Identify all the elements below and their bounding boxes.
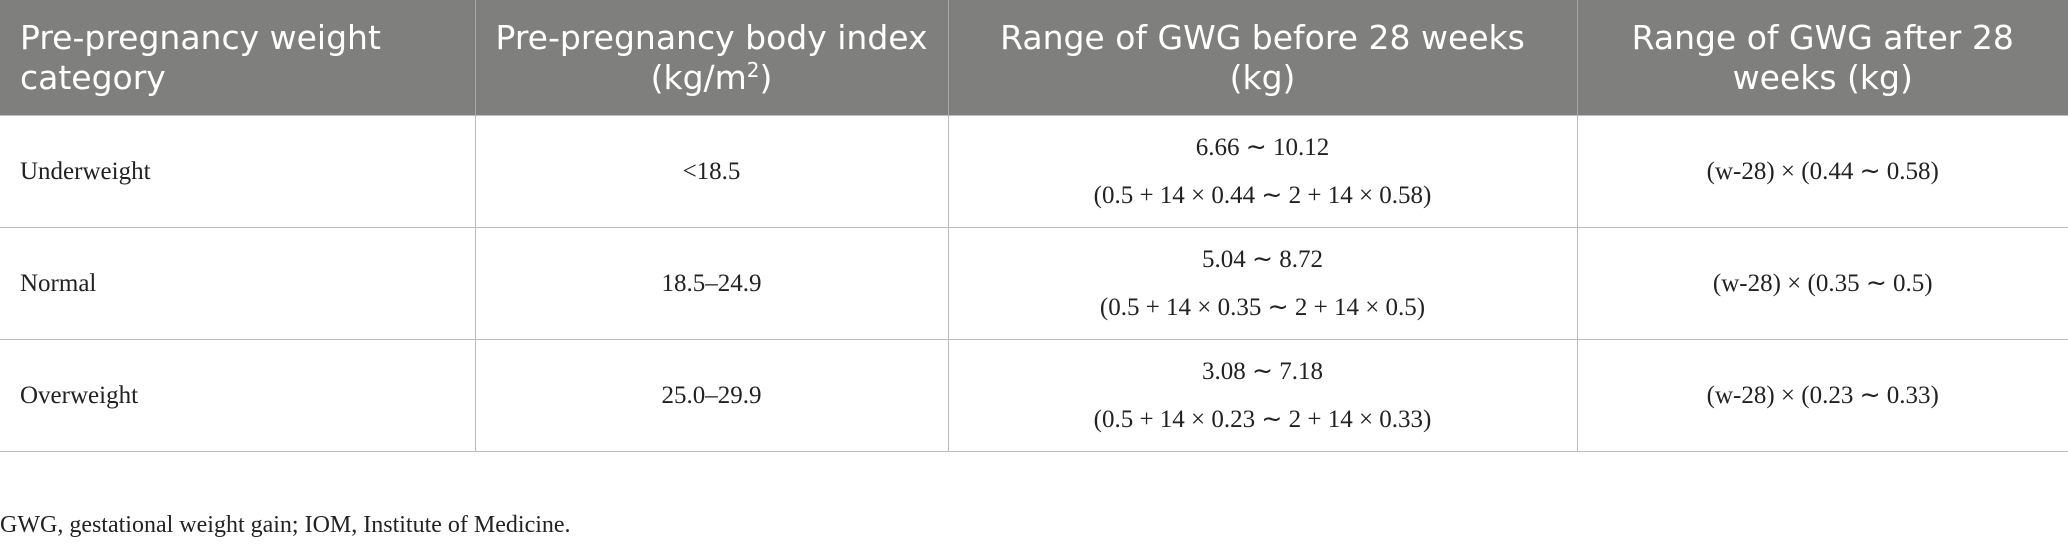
table-cell: (w-28) × (0.23 ∼ 0.33) [1576,339,2068,452]
cell-line: 3.08 ∼ 7.18 [1202,357,1323,385]
header-cell: Pre-pregnancy body index (kg/m2) [474,0,948,116]
header-cell: Pre-pregnancy weight category [0,0,475,116]
header-cell: Range of GWG after 28 weeks (kg) [1576,0,2068,116]
header-text: ) [759,57,773,97]
table-row: Underweight <18.5 6.66 ∼ 10.12 (0.5 + 14 × … [0,115,2068,228]
header-row: Pre-pregnancy weight category Pre-pregnan… [0,0,2068,116]
table: Pre-pregnancy weight category Pre-pregnan… [0,0,2068,452]
table-cell: <18.5 [474,115,949,228]
cell-line: (0.5 + 14 × 0.44 ∼ 2 + 14 × 0.58) [1093,181,1432,209]
cell-line: 6.66 ∼ 10.12 [1195,133,1330,161]
table-cell: Underweight [0,115,476,228]
superscript: 2 [746,57,760,82]
table-cell: 5.04 ∼ 8.72 (0.5 + 14 × 0.35 ∼ 2 + 14 × 0… [947,227,1578,340]
table-body: Underweight <18.5 6.66 ∼ 10.12 (0.5 + 14 × … [0,115,2068,452]
table-cell: Normal [0,227,476,340]
table-cell: (w-28) × (0.35 ∼ 0.5) [1576,227,2068,340]
table-cell: Overweight [0,339,476,452]
table-cell: 6.66 ∼ 10.12 (0.5 + 14 × 0.44 ∼ 2 + 14 × … [947,115,1578,228]
cell-line: (0.5 + 14 × 0.35 ∼ 2 + 14 × 0.5) [1099,293,1426,321]
cell-line: (0.5 + 14 × 0.23 ∼ 2 + 14 × 0.33) [1093,405,1432,433]
table-row: Normal 18.5–24.9 5.04 ∼ 8.72 (0.5 + 14 × 0.… [0,227,2068,340]
table-cell: 18.5–24.9 [474,227,949,340]
table-cell: (w-28) × (0.44 ∼ 0.58) [1576,115,2068,228]
table-cell: 25.0–29.9 [474,339,949,452]
header-cell: Range of GWG before 28 weeks (kg) [947,0,1577,116]
header-text: Pre-pregnancy body index (kg/m [495,17,928,97]
table-row: Overweight 25.0–29.9 3.08 ∼ 7.18 (0.5 + 14 … [0,339,2068,452]
table-cell: 3.08 ∼ 7.18 (0.5 + 14 × 0.23 ∼ 2 + 14 × 0… [947,339,1578,452]
footnote: GWG, gestational weight gain; IOM, Insti… [0,512,571,538]
cell-line: 5.04 ∼ 8.72 [1202,245,1323,273]
